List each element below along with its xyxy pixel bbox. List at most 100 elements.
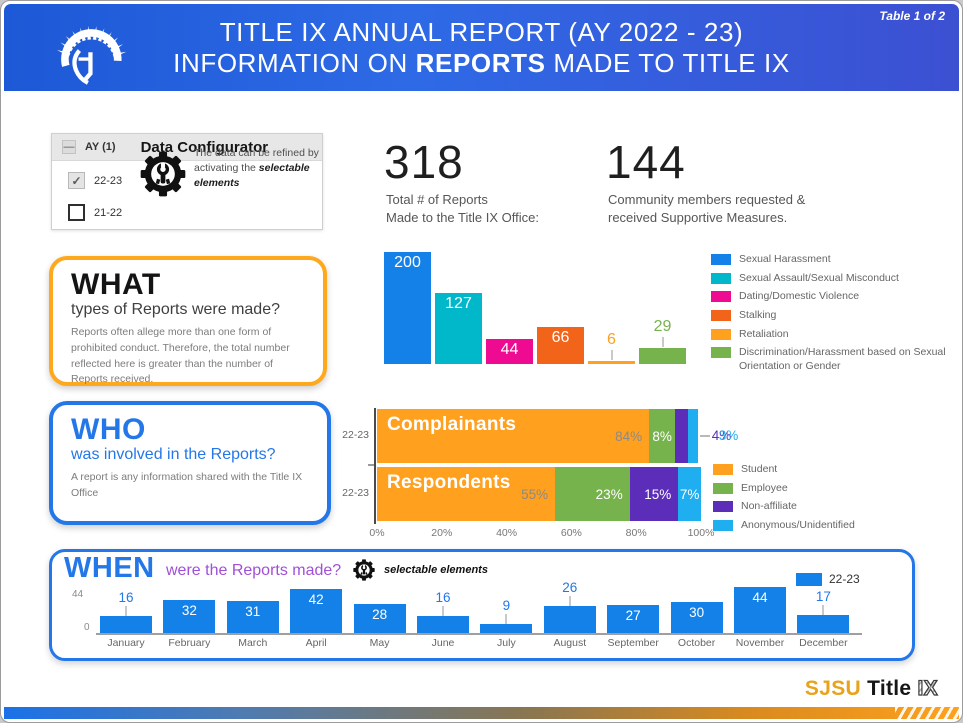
filter-option-22-23[interactable]: ✓ 22-23 — [68, 172, 122, 189]
when-bar-december[interactable] — [797, 615, 850, 633]
monthly-reports-bar-chart: 44 0 16 January 32 February 31 March 42 April 28 Ma… — [52, 552, 912, 658]
who-segment-student[interactable]: 55% — [377, 467, 556, 521]
title-line-2: INFORMATION ON REPORTS MADE TO TITLE IX — [173, 48, 790, 79]
who-segment-non-affiliate[interactable] — [675, 409, 689, 463]
legend-label-22-23: 22-23 — [829, 572, 860, 586]
when-bar-value: 42 — [308, 592, 324, 607]
page-title: TITLE IX ANNUAL REPORT (AY 2022 - 23) IN… — [144, 17, 819, 79]
what-bar-value: 44 — [500, 341, 519, 358]
who-axis-tick — [368, 464, 374, 466]
legend-item-4[interactable]: Stalking — [711, 309, 961, 323]
what-bar-value: 6 — [607, 331, 616, 348]
gear-wrench-icon — [140, 151, 186, 202]
when-leader-line — [505, 614, 508, 624]
supportive-measures-label: Community members requested & received Su… — [608, 192, 806, 226]
when-bar-value: 31 — [245, 604, 261, 619]
configurator-note: The data can be refined by activating th… — [194, 147, 319, 190]
sjsu-title-ix-logo: SJSU Title IX — [805, 676, 938, 701]
checkbox-checked[interactable]: ✓ — [68, 172, 85, 189]
checkbox-unchecked[interactable] — [68, 204, 85, 221]
who-segment-anonymous/unidentified[interactable] — [688, 409, 698, 463]
legend-swatch-22-23[interactable] — [796, 572, 822, 586]
when-bar-november[interactable] — [734, 587, 786, 633]
when-bar-june[interactable] — [417, 616, 469, 633]
when-bar-may[interactable] — [353, 604, 406, 633]
who-segment-non-affiliate[interactable]: 15% — [629, 467, 679, 521]
who-outside-value: 4% — [711, 428, 732, 443]
legend-swatch — [711, 254, 731, 265]
legend-swatch — [713, 501, 733, 513]
legend-label: Employee — [741, 481, 788, 494]
what-bar-5[interactable] — [588, 361, 635, 364]
when-month-label: June — [431, 637, 455, 649]
collapse-icon[interactable]: — — [62, 140, 76, 154]
who-legend-item-4[interactable]: Anonymous/Unidentified — [713, 519, 953, 533]
legend-item-6[interactable]: Discrimination/Harassment based on Sexua… — [711, 346, 961, 373]
who-legend-item-2[interactable]: Employee — [713, 482, 953, 496]
legend-label: Non-affiliate — [741, 500, 797, 513]
when-bar-value: 16 — [435, 590, 451, 605]
data-configurator-panel: — AY (1) Data Configurator ✓ 22-23 21-22 T… — [51, 133, 323, 230]
footer-ix-text: IX — [917, 676, 938, 700]
total-reports-value: 318 — [384, 136, 464, 188]
legend-item-5[interactable]: Retaliation — [711, 328, 961, 342]
data-configurator-header: — AY (1) Data Configurator — [52, 134, 322, 161]
who-legend-item-3[interactable]: Non-affiliate — [713, 500, 953, 514]
when-bar-september[interactable] — [607, 605, 660, 633]
legend-label: Anonymous/Unidentified — [741, 518, 855, 531]
when-bar-april[interactable] — [290, 589, 343, 633]
who-description: A report is any information shared with … — [71, 471, 303, 499]
who-x-tick-label: 20% — [431, 527, 453, 539]
filter-field-label[interactable]: AY (1) — [85, 141, 116, 153]
legend-swatch — [713, 482, 733, 494]
legend-item-3[interactable]: Dating/Domestic Violence — [711, 290, 961, 304]
who-segment-anonymous/unidentified[interactable]: 7% — [678, 467, 701, 521]
when-bar-value: 30 — [689, 605, 705, 620]
selectable-elements-note: selectable elements — [384, 564, 488, 576]
who-legend-item-1[interactable]: Student — [713, 463, 953, 477]
what-bar-3[interactable]: 44 — [486, 339, 533, 364]
when-bar-august[interactable] — [543, 606, 596, 633]
what-bar-1[interactable]: 200 — [384, 252, 431, 364]
filter-option-label: 21-22 — [94, 206, 123, 219]
what-bar-4[interactable]: 66 — [537, 327, 584, 364]
legend-swatch — [711, 347, 731, 359]
legend-item-2[interactable]: Sexual Assault/Sexual Misconduct — [711, 272, 961, 286]
when-bar-july[interactable] — [480, 624, 533, 633]
what-description: Reports often allege more than one form … — [71, 326, 290, 386]
when-bar-march[interactable] — [226, 601, 279, 633]
who-x-tick-label: 60% — [560, 527, 582, 539]
legend-label: Retaliation — [739, 327, 789, 340]
when-bar-february[interactable] — [163, 600, 216, 633]
supportive-measures-value: 144 — [606, 136, 686, 188]
when-month-label: March — [238, 637, 268, 649]
filter-option-21-22[interactable]: 21-22 — [68, 204, 122, 221]
what-bar-value: 200 — [394, 254, 421, 271]
what-subtitle: types of Reports were made? — [71, 301, 280, 318]
when-bar-january[interactable] — [100, 616, 152, 633]
when-bar-value: 9 — [502, 598, 511, 613]
who-outside-value: 3% — [718, 428, 739, 443]
what-bar-leader-line — [661, 337, 664, 347]
when-bar-october[interactable] — [670, 602, 723, 633]
title-line-1: TITLE IX ANNUAL REPORT (AY 2022 - 23) — [219, 17, 744, 47]
what-bar-6[interactable] — [639, 348, 686, 364]
what-bar-value: 29 — [653, 318, 672, 335]
when-leader-line — [125, 606, 127, 616]
gear-wrench-icon — [353, 559, 375, 586]
sjsu-spartan-logo — [56, 26, 127, 85]
who-segment-student[interactable]: 84% — [377, 409, 650, 463]
who-segment-employee[interactable]: 8% — [649, 409, 676, 463]
when-callout-box: WHEN were the Reports made? selectable e… — [49, 549, 915, 661]
what-bar-2[interactable]: 127 — [435, 293, 482, 364]
what-callout-box: WHAT types of Reports were made? Reports… — [49, 256, 327, 386]
when-bar-value: 28 — [372, 607, 388, 622]
who-segment-employee[interactable]: 23% — [555, 467, 630, 521]
footer-title-text: Title — [867, 677, 912, 700]
who-bar-title: Respondents — [387, 472, 511, 493]
when-bar-value: 27 — [625, 608, 641, 623]
when-x-axis-line — [96, 633, 862, 635]
legend-item-1[interactable]: Sexual Harassment — [711, 253, 961, 267]
monthly-legend[interactable]: 22-23 — [796, 572, 860, 586]
when-bar-value: 16 — [118, 590, 134, 605]
